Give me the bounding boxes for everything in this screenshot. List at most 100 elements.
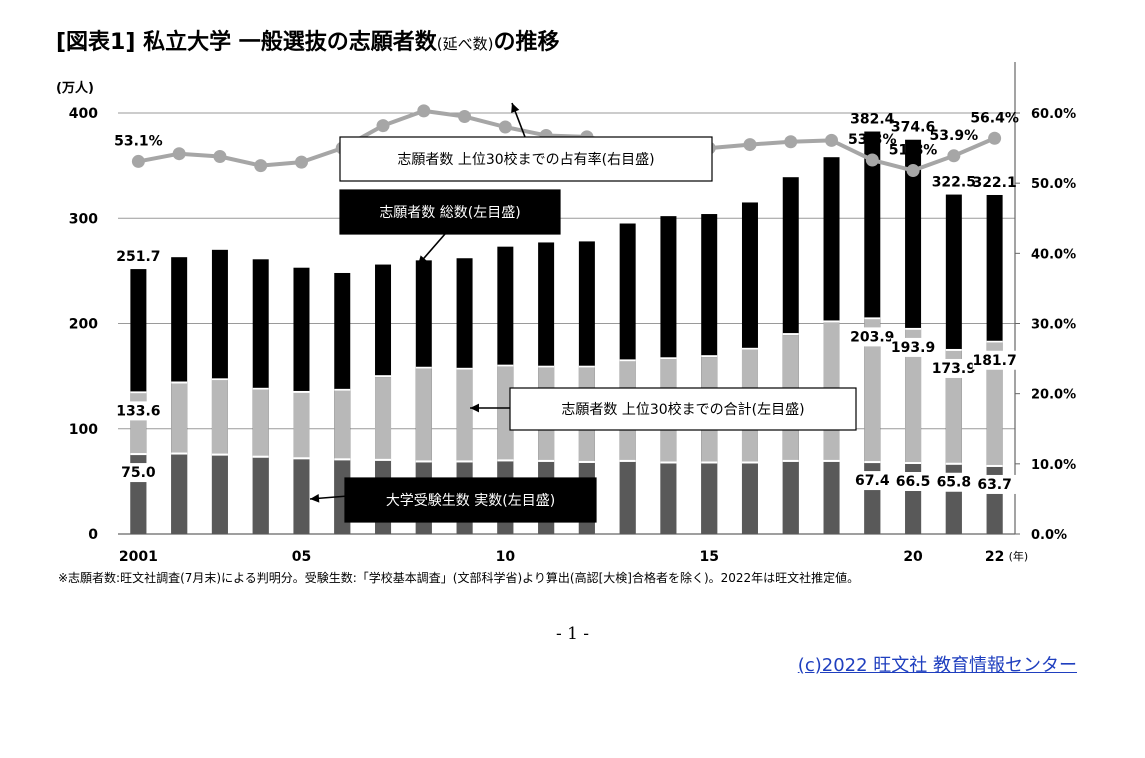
data-label-s0-2020: 374.6	[891, 120, 935, 136]
bar-separator-s2-2015	[701, 461, 718, 464]
data-label-s0-2019: 382.4	[850, 112, 895, 128]
bar-separator-s1-2013	[619, 359, 636, 362]
right-tick-label-5: 50.0%	[1031, 177, 1076, 192]
title-main: [図表1] 私立大学 一般選抜の志願者数	[56, 30, 437, 55]
data-label-bg-s1-2001	[116, 401, 161, 421]
bar-separator-s1-2016	[741, 347, 758, 350]
bar-s2-2004	[252, 457, 269, 534]
x-tick-label-2022: 22	[985, 549, 1004, 565]
bar-separator-s1-2004	[252, 387, 269, 390]
bar-separator-s2-2002	[171, 452, 188, 455]
left-tick-label-400: 400	[69, 106, 98, 122]
copyright-link[interactable]: (c)2022 旺文社 教育情報センター	[797, 655, 1077, 676]
bar-separator-s1-2010	[497, 364, 514, 367]
bar-separator-s2-2009	[456, 460, 473, 463]
data-label-s2-2022: 63.7	[977, 477, 1012, 493]
callout-top30-arrow-head	[470, 403, 480, 413]
share-point-2007	[376, 119, 390, 133]
data-label-s3-2022: 56.4%	[970, 110, 1019, 126]
footnote: ※志願者数:旺文社調査(7月末)による判明分。受験生数:「学校基本調査」(文部科…	[58, 571, 860, 585]
bar-separator-s1-2021	[945, 348, 962, 351]
data-label-s2-2001: 75.0	[121, 465, 156, 481]
share-point-2003	[213, 150, 227, 164]
bar-separator-s2-2010	[497, 459, 514, 462]
share-point-2020	[906, 164, 920, 178]
bar-separator-s2-2007	[375, 458, 392, 461]
bar-separator-s2-2018	[823, 459, 840, 462]
bar-separator-s2-2011	[538, 459, 555, 462]
right-tick-label-6: 60.0%	[1031, 107, 1076, 122]
data-label-bg-s2-2020	[891, 472, 936, 492]
x-tick-label-2020: 20	[903, 549, 923, 565]
bar-separator-s2-2006	[334, 458, 351, 461]
share-point-2021	[947, 149, 961, 163]
bar-s2-2002	[171, 454, 188, 534]
data-label-s1-2001: 133.6	[116, 403, 160, 419]
share-point-2009	[458, 110, 472, 124]
bar-separator-s1-2012	[578, 365, 595, 368]
bar-separator-s2-2003	[211, 453, 228, 456]
bar-s2-2018	[823, 461, 840, 534]
title-paren: (延べ数)	[436, 35, 494, 53]
x-tick-label-2005: 05	[292, 549, 311, 565]
data-label-s2-2021: 65.8	[937, 475, 972, 491]
callout-examinees-arrow-head	[310, 493, 320, 503]
data-label-bg-s2-2001	[116, 463, 161, 483]
title-suffix: の推移	[493, 30, 560, 55]
bar-separator-s2-2021	[945, 462, 962, 465]
bar-separator-s1-2014	[660, 357, 677, 360]
bar-s2-2005	[293, 459, 310, 534]
chart-title: [図表1] 私立大学 一般選抜の志願者数(延べ数)の推移	[56, 24, 559, 56]
data-label-s3-2021: 53.9%	[930, 128, 979, 144]
bar-separator-s1-2002	[171, 381, 188, 384]
x-tick-label-2001: 2001	[119, 549, 158, 565]
callout-examinees-text: 大学受験生数 実数(左目盛)	[386, 493, 555, 509]
share-point-2018	[825, 133, 839, 147]
bar-separator-s2-2004	[252, 455, 269, 458]
bar-separator-s2-2013	[619, 459, 636, 462]
page-number: - 1 -	[555, 624, 590, 644]
data-label-s1-2019: 203.9	[850, 329, 894, 345]
data-label-s1-2020: 193.9	[891, 340, 935, 356]
data-label-s1-2022: 181.7	[972, 353, 1016, 369]
callout-share-text: 志願者数 上位30校までの占有率(右目盛)	[397, 151, 654, 168]
x-tick-label-2010: 10	[496, 549, 516, 565]
data-label-s0-2022: 322.1	[972, 175, 1016, 191]
data-label-s3-2019: 53.3%	[848, 132, 897, 148]
right-tick-label-2: 20.0%	[1031, 388, 1076, 403]
share-point-2002	[172, 147, 186, 161]
data-label-s1-2021: 173.9	[932, 361, 976, 377]
bar-separator-s1-2001	[130, 391, 147, 394]
callout-examinees-box	[344, 477, 597, 523]
bar-separator-s2-2020	[905, 462, 922, 465]
share-point-2001	[131, 154, 145, 168]
bar-separator-s2-2012	[578, 460, 595, 463]
bar-separator-s1-2009	[456, 367, 473, 370]
bar-separator-s2-2017	[782, 459, 799, 462]
left-axis-unit: (万人)	[56, 80, 94, 96]
share-line	[138, 108, 996, 173]
bar-s2-2003	[211, 455, 228, 534]
share-point-2010	[498, 120, 512, 134]
data-label-bg-s2-2019	[850, 471, 895, 491]
callout-share-box	[339, 136, 713, 182]
bar-separator-s1-2017	[782, 333, 799, 336]
data-label-s3-2001: 53.1%	[114, 133, 163, 149]
bar-separator-s1-2011	[538, 365, 555, 368]
left-tick-label-0: 0	[88, 527, 98, 543]
data-label-bg-s2-2022	[972, 474, 1017, 494]
bar-separator-s1-2008	[415, 366, 432, 369]
bar-separator-s2-2005	[293, 457, 310, 460]
bar-separator-s1-2006	[334, 388, 351, 391]
data-label-s0-2021: 322.5	[932, 175, 976, 191]
callout-share-arrow-head	[511, 103, 520, 113]
bar-separator-s1-2005	[293, 390, 310, 393]
bar-separator-s2-2016	[741, 461, 758, 464]
data-label-bg-s1-2021	[931, 358, 976, 378]
share-point-2017	[784, 135, 798, 149]
bar-s2-2013	[619, 461, 636, 534]
bar-separator-s1-2022	[986, 340, 1003, 343]
callout-top30-box	[509, 387, 857, 431]
bar-separator-s1-2007	[375, 375, 392, 378]
callout-total-text: 志願者数 総数(左目盛)	[379, 205, 520, 221]
